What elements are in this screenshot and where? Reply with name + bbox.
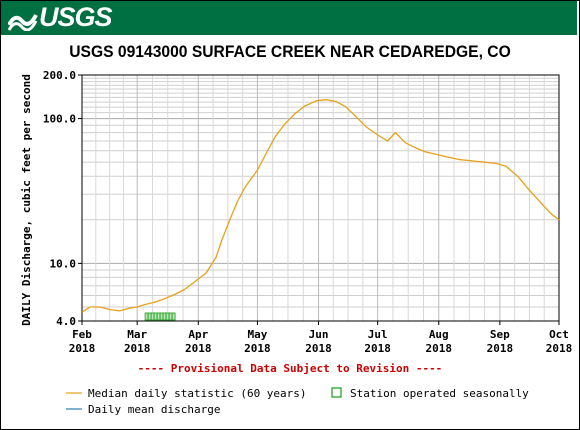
seasonal-marker [144, 312, 149, 321]
y-tick-label: 200.0 [43, 69, 76, 82]
x-tick-month: Apr [188, 328, 208, 341]
legend-label-seasonal: Station operated seasonally [350, 387, 529, 400]
x-tick-month: Aug [429, 328, 449, 341]
x-tick-month: Jun [309, 328, 329, 341]
chart-title: USGS 09143000 SURFACE CREEK NEAR CEDARED… [69, 42, 511, 61]
provisional-note: ---- Provisional Data Subject to Revisio… [138, 362, 443, 375]
seasonal-marker [147, 312, 152, 321]
seasonal-marker [165, 312, 170, 321]
plot-area [81, 74, 560, 322]
seasonal-marker [153, 312, 158, 321]
x-tick-year: 2018 [305, 342, 332, 355]
x-tick-year: 2018 [546, 342, 573, 355]
x-tick-month: Oct [549, 328, 569, 341]
seasonal-marker [156, 312, 161, 321]
x-tick-year: 2018 [244, 342, 271, 355]
legend-label-daily-mean: Daily mean discharge [88, 403, 220, 416]
y-tick-label: 4.0 [56, 315, 76, 328]
x-tick-year: 2018 [124, 342, 151, 355]
seasonal-marker-group [144, 312, 176, 321]
usgs-wave-icon [8, 14, 38, 31]
y-axis-ticks: 4.0 10.0 100.0 200.0 [43, 69, 82, 328]
series-line-0 [81, 99, 560, 313]
x-tick-month: Mar [127, 328, 147, 341]
x-tick-year: 2018 [487, 342, 514, 355]
seasonal-marker [150, 312, 155, 321]
x-tick-year: 2018 [426, 342, 453, 355]
x-tick-month: Jul [368, 328, 388, 341]
x-tick-year: 2018 [185, 342, 212, 355]
seasonal-marker [159, 312, 164, 321]
legend-swatch-seasonal [331, 387, 342, 398]
x-tick-month: May [247, 328, 267, 341]
y-tick-label: 10.0 [50, 257, 77, 270]
y-axis-label: DAILY Discharge, cubic feet per second [20, 74, 33, 326]
series-group [81, 99, 560, 313]
y-tick-label: 100.0 [43, 113, 76, 126]
chart-grid [82, 75, 559, 321]
legend-label-median: Median daily statistic (60 years) [88, 387, 307, 400]
usgs-banner: USGS [1, 1, 577, 35]
x-axis-ticks: Feb2018Mar2018Apr2018May2018Jun2018Jul20… [69, 321, 573, 355]
usgs-logo-text: USGS [39, 2, 113, 32]
x-tick-year: 2018 [69, 342, 96, 355]
x-tick-month: Sep [490, 328, 510, 341]
seasonal-marker [162, 312, 167, 321]
seasonal-marker [171, 312, 176, 321]
x-tick-year: 2018 [364, 342, 391, 355]
legend: Median daily statistic (60 years) Statio… [66, 387, 529, 416]
seasonal-marker [168, 312, 173, 321]
x-tick-month: Feb [72, 328, 92, 341]
